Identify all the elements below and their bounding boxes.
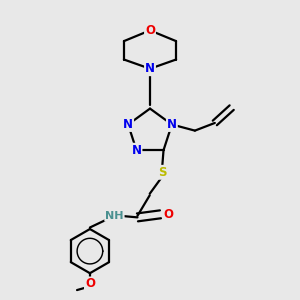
Text: O: O	[85, 278, 95, 290]
Text: N: N	[167, 118, 177, 131]
Text: O: O	[163, 208, 173, 221]
Text: S: S	[158, 166, 166, 179]
Text: N: N	[123, 118, 133, 131]
Text: NH: NH	[105, 211, 124, 221]
Text: N: N	[131, 144, 142, 157]
Text: O: O	[145, 24, 155, 37]
Text: N: N	[145, 62, 155, 75]
